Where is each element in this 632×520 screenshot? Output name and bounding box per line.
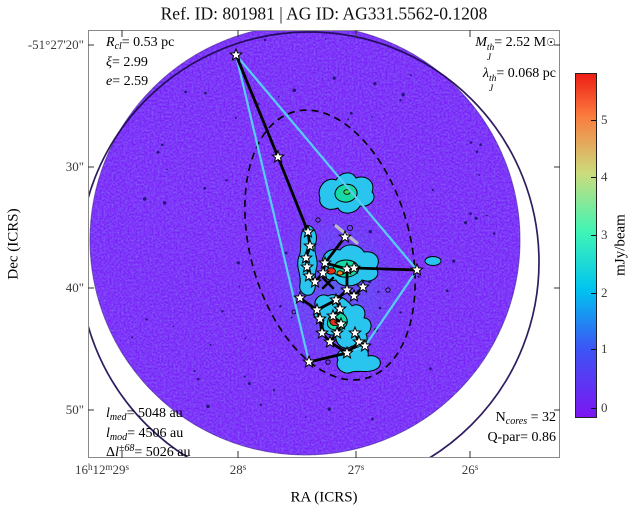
core-marker: [309, 302, 325, 316]
core-marker: [270, 149, 286, 163]
x-axis-tick-label: 26s: [461, 462, 479, 477]
core-marker: [329, 325, 345, 339]
annotation-bottom-left: lmed= 5048 au lmod= 4506 au Δl±68= 5026 au: [106, 404, 191, 463]
core-marker: [357, 338, 373, 352]
x-axis-tick-label: 28s: [229, 462, 247, 477]
annotation-line: λ th J = 0.068 pc: [482, 65, 556, 94]
y-axis-tick-label: 30": [65, 159, 84, 174]
annotation-line: ξ= 2.99: [106, 54, 148, 70]
colorbar-tick-mark: [591, 408, 596, 410]
core-marker: [299, 259, 315, 273]
y-axis-tick-label: 40": [65, 280, 84, 295]
colorbar-tick-mark: [591, 235, 596, 237]
colorbar-tick-label: 5: [601, 112, 608, 127]
annotation-line: Ncores = 32: [495, 410, 556, 427]
colorbar-tick-label: 0: [601, 400, 608, 415]
colorbar-tick-mark: [591, 177, 596, 179]
x-axis-label: RA (ICRS): [290, 489, 358, 506]
y-axis-tick-label: -51°27'20": [27, 37, 84, 52]
core-marker: [314, 325, 330, 339]
core-marker: [333, 316, 349, 330]
core-marker: [351, 334, 367, 348]
core-marker: [347, 325, 363, 339]
core-marker: [328, 292, 344, 306]
annotation-line: lmed= 5048 au: [106, 406, 183, 423]
annotation-line: Q-par= 0.86: [487, 429, 556, 445]
center-x-marker: [321, 276, 335, 290]
colorbar-tick-mark: [591, 349, 596, 351]
central-haze: [253, 183, 423, 393]
core-marker: [332, 301, 348, 315]
core-marker: [302, 238, 318, 252]
dashed-ellipse: [244, 109, 416, 381]
colorbar-tick-mark: [591, 293, 596, 295]
mst-edge: [352, 266, 419, 272]
x-axis-tick-label: 16h12m29s: [74, 462, 130, 477]
axis-ticks: [88, 30, 560, 458]
core-marker: [298, 250, 314, 264]
core-marker: [339, 282, 355, 296]
core-marker: [228, 47, 244, 61]
plot-title: Ref. ID: 801981 | AG ID: AG331.5562-0.12…: [160, 3, 488, 24]
core-marker: [355, 279, 371, 293]
emission-peak-mid-2: [336, 270, 344, 276]
core-marker: [307, 274, 323, 288]
annotation-bottom-right: Ncores = 32 Q-par= 0.86: [487, 408, 556, 447]
map-svg: [78, 24, 560, 493]
annotation-line: Rcl= 0.53 pc: [106, 35, 175, 52]
convex-hull-polygon: [234, 53, 419, 364]
core-marker: [312, 311, 328, 325]
core-markers: [228, 47, 425, 368]
core-marker: [325, 308, 341, 322]
core-marker: [292, 290, 308, 304]
core-marker: [300, 224, 316, 238]
y-axis-tick-label: 50": [65, 402, 84, 417]
core-marker: [322, 334, 338, 348]
core-marker: [301, 268, 317, 282]
core-marker: [346, 260, 362, 274]
emission-blob-right-small: [424, 256, 442, 266]
x-axis-tick-label: 27s: [347, 462, 365, 477]
mst-edge: [234, 53, 280, 159]
annotation-line: Δl±68= 5026 au: [106, 443, 191, 461]
colorbar-label: mJy/beam: [612, 214, 629, 276]
colorbar-tick-label: 1: [601, 341, 608, 356]
core-marker: [409, 262, 425, 276]
mst-edge: [276, 155, 310, 234]
annotation-line: e= 2.59: [106, 74, 149, 89]
colorbar-gradient: [575, 73, 597, 418]
core-marker: [337, 229, 353, 243]
colorbar-tick-mark: [591, 120, 596, 122]
core-marker: [339, 345, 355, 359]
core-marker: [301, 354, 317, 368]
core-marker: [346, 288, 362, 302]
mst-edge: [307, 351, 349, 364]
annotation-line: lmod= 4506 au: [106, 425, 184, 443]
core-marker: [317, 255, 333, 269]
y-axis-label: Dec (ICRS): [5, 208, 22, 280]
colorbar-tick-label: 4: [601, 169, 608, 184]
colorbar-tick-label: 2: [601, 285, 608, 300]
annotation-top-left: Rcl= 0.53 pc ξ= 2.99 e= 2.59: [106, 33, 174, 92]
colorbar-tick-label: 3: [601, 227, 608, 242]
core-marker: [315, 265, 331, 279]
